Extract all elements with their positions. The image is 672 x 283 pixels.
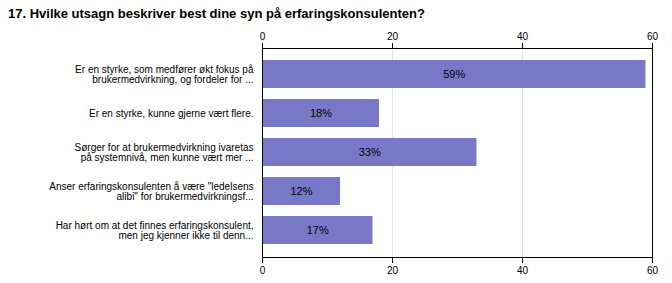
svg-text:59%: 59% <box>443 68 465 80</box>
svg-text:12%: 12% <box>290 185 312 197</box>
svg-text:60: 60 <box>647 265 659 276</box>
svg-text:60: 60 <box>647 31 659 42</box>
svg-text:Sørger for at brukermedvirknin: Sørger for at brukermedvirkning ivaretas… <box>75 142 254 163</box>
svg-text:20: 20 <box>387 265 399 276</box>
svg-text:20: 20 <box>387 31 399 42</box>
svg-text:Er en styrke, som medfører økt: Er en styrke, som medfører økt fokus påb… <box>75 64 254 85</box>
svg-text:18%: 18% <box>310 107 332 119</box>
svg-text:Anser erfaringskonsulenten å v: Anser erfaringskonsulenten å være "ledel… <box>49 181 253 202</box>
svg-text:0: 0 <box>260 265 266 276</box>
svg-text:Er en styrke, kunne gjerne vær: Er en styrke, kunne gjerne vært flere. <box>89 108 254 119</box>
svg-text:40: 40 <box>517 265 529 276</box>
svg-text:40: 40 <box>517 31 529 42</box>
svg-text:0: 0 <box>260 31 266 42</box>
svg-text:17%: 17% <box>307 224 329 236</box>
html-text:17. Hvilke utsagn beskriver be: 17. Hvilke utsagn beskriver best dine sy… <box>8 6 425 21</box>
svg-text:Har hørt om at det finnes erfa: Har hørt om at det finnes erfaringskonsu… <box>56 220 254 241</box>
svg-text:33%: 33% <box>359 146 381 158</box>
